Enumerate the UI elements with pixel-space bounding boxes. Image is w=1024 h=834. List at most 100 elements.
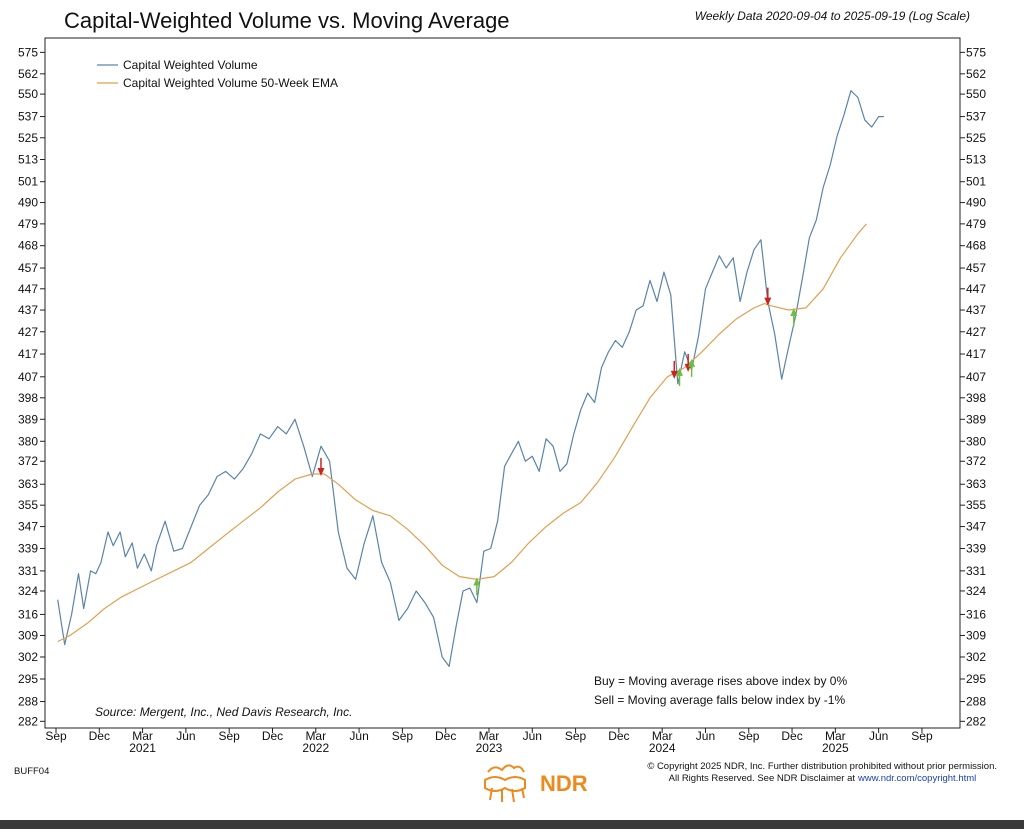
y-tick-label-right: 316 <box>966 607 986 621</box>
y-tick-label-left: 372 <box>18 454 38 468</box>
chart-code: BUFF04 <box>14 766 49 777</box>
y-tick-label-left: 457 <box>18 261 38 275</box>
y-tick-label-right: 295 <box>966 672 986 686</box>
y-tick-label-left: 309 <box>18 628 38 642</box>
y-tick-label-right: 380 <box>966 434 986 448</box>
x-tick-label: Dec <box>262 729 283 743</box>
y-tick-label-right: 347 <box>966 520 986 534</box>
y-tick-label-right: 447 <box>966 282 986 296</box>
x-year-label: 2025 <box>822 741 849 755</box>
y-tick-label-left: 295 <box>18 672 38 686</box>
legend-label-ema: Capital Weighted Volume 50-Week EMA <box>123 76 338 90</box>
series-line-ema <box>57 223 867 643</box>
y-tick-label-right: 513 <box>966 152 986 166</box>
y-tick-label-right: 302 <box>966 650 986 664</box>
bottom-bar <box>0 820 1024 829</box>
sell-signal-arrow <box>764 297 772 306</box>
y-tick-label-left: 501 <box>18 175 38 189</box>
x-tick-label: Dec <box>781 729 802 743</box>
y-tick-label-right: 468 <box>966 239 986 253</box>
y-tick-label-left: 363 <box>18 477 38 491</box>
y-tick-label-left: 479 <box>18 217 38 231</box>
y-tick-label-right: 339 <box>966 541 986 555</box>
series-line-volume <box>57 90 884 667</box>
y-tick-label-right: 537 <box>966 110 986 124</box>
sell-signal-arrow <box>670 370 678 379</box>
y-tick-label-right: 525 <box>966 131 986 145</box>
legend: Capital Weighted Volume Capital Weighted… <box>97 58 338 90</box>
x-tick-label: Mar <box>305 729 326 743</box>
y-tick-label-left: 389 <box>18 412 38 426</box>
y-tick-label-left: 437 <box>18 303 38 317</box>
x-year-label: 2023 <box>476 741 503 755</box>
y-tick-label-right: 282 <box>966 714 986 728</box>
y-tick-label-right: 575 <box>966 45 986 59</box>
sell-signal-arrow <box>317 467 325 476</box>
x-year-label: 2021 <box>129 741 156 755</box>
buy-signal-arrow <box>473 577 481 586</box>
x-tick-label: Sep <box>219 729 241 743</box>
x-tick-label: Dec <box>435 729 456 743</box>
y-tick-label-right: 331 <box>966 564 986 578</box>
y-axis-right: 282 288 295 302 309 316 324 331 339 347 355 363 372 3… <box>960 45 986 728</box>
x-tick-label: Mar <box>652 729 673 743</box>
copyright-link[interactable]: www.ndr.com/copyright.html <box>857 773 976 784</box>
annotation-sell-rule: Sell = Moving average falls below index … <box>594 693 845 707</box>
y-tick-label-right: 562 <box>966 67 986 81</box>
y-tick-label-left: 537 <box>18 110 38 124</box>
buy-signal-arrow <box>675 367 683 376</box>
y-tick-label-right: 550 <box>966 87 986 101</box>
y-tick-label-right: 324 <box>966 584 986 598</box>
copyright-line-2: All Rights Reserved. See NDR Disclaimer … <box>669 773 856 784</box>
y-tick-label-left: 513 <box>18 152 38 166</box>
plot-frame <box>44 37 961 729</box>
x-tick-label: Sep <box>45 729 67 743</box>
x-tick-label: Sep <box>738 729 760 743</box>
y-tick-label-left: 407 <box>18 370 38 384</box>
y-tick-label-left: 347 <box>18 520 38 534</box>
y-tick-label-left: 355 <box>18 498 38 512</box>
x-tick-label: Jun <box>349 729 368 743</box>
y-tick-label-right: 407 <box>966 370 986 384</box>
chart-title: Capital-Weighted Volume vs. Moving Avera… <box>64 8 510 33</box>
x-tick-label: Sep <box>392 729 414 743</box>
y-tick-label-right: 363 <box>966 477 986 491</box>
bull-bear-icon <box>484 764 526 803</box>
y-tick-label-right: 490 <box>966 196 986 210</box>
y-tick-label-right: 457 <box>966 261 986 275</box>
copyright-line-1: © Copyright 2025 NDR, Inc. Further distr… <box>647 761 997 772</box>
y-tick-label-left: 468 <box>18 239 38 253</box>
y-tick-label-right: 437 <box>966 303 986 317</box>
y-tick-label-left: 288 <box>18 695 38 709</box>
logo-text: NDR <box>540 771 588 796</box>
y-tick-label-right: 479 <box>966 217 986 231</box>
y-tick-label-left: 427 <box>18 325 38 339</box>
chart-subtitle: Weekly Data 2020-09-04 to 2025-09-19 (Lo… <box>695 9 970 23</box>
y-tick-label-left: 302 <box>18 650 38 664</box>
ndr-logo: NDR <box>484 764 588 803</box>
y-tick-label-left: 380 <box>18 434 38 448</box>
y-axis-left: 282 288 295 302 309 316 324 331 339 347 355 363 372 3… <box>18 45 45 728</box>
y-tick-label-left: 447 <box>18 282 38 296</box>
buy-signal-arrow <box>688 358 696 367</box>
y-tick-label-left: 316 <box>18 607 38 621</box>
y-tick-label-left: 324 <box>18 584 38 598</box>
y-tick-label-right: 417 <box>966 347 986 361</box>
x-tick-label: Sep <box>565 729 587 743</box>
x-tick-label: Mar <box>825 729 846 743</box>
y-tick-label-left: 525 <box>18 131 38 145</box>
y-tick-label-right: 309 <box>966 628 986 642</box>
x-year-label: 2022 <box>302 741 329 755</box>
signals-group <box>317 287 798 596</box>
x-tick-label: Mar <box>479 729 500 743</box>
y-tick-label-right: 389 <box>966 412 986 426</box>
x-tick-label: Sep <box>911 729 933 743</box>
x-tick-label: Mar <box>132 729 153 743</box>
y-tick-label-left: 490 <box>18 196 38 210</box>
x-tick-label: Jun <box>869 729 888 743</box>
source-note: Source: Mergent, Inc., Ned Davis Researc… <box>95 705 352 719</box>
y-tick-label-left: 575 <box>18 45 38 59</box>
legend-label-volume: Capital Weighted Volume <box>123 58 258 72</box>
y-tick-label-right: 501 <box>966 175 986 189</box>
